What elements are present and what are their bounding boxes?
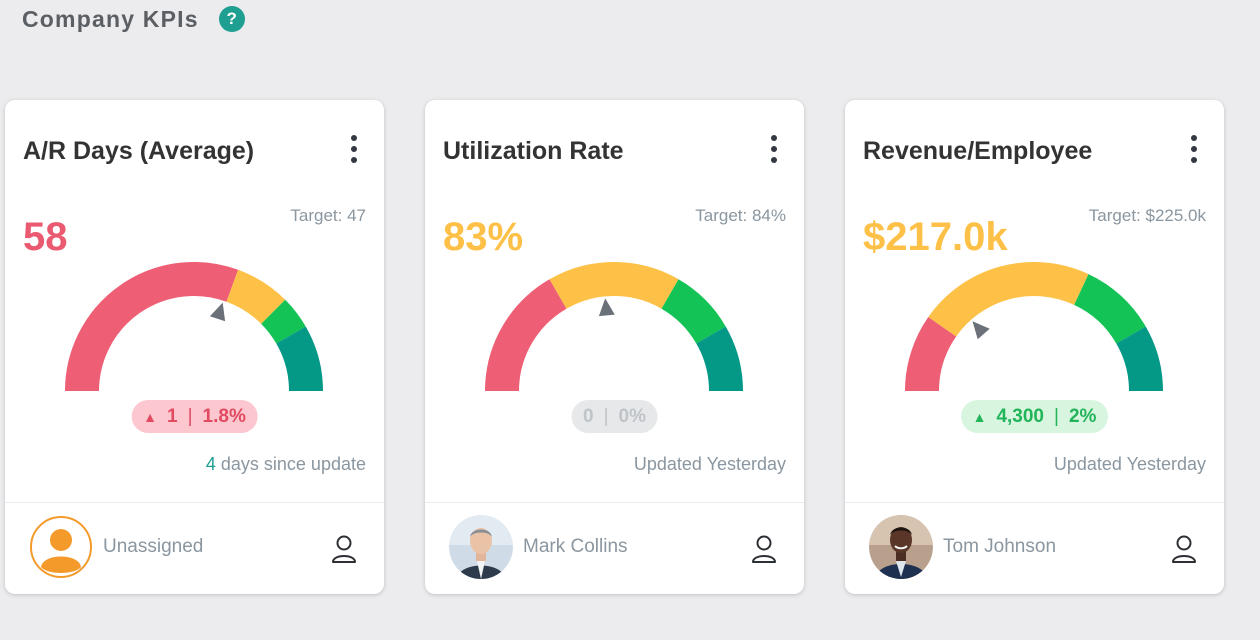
delta-percent: 1.8%: [202, 405, 246, 427]
kebab-dot: [771, 146, 777, 152]
gauge-band-green: [661, 279, 726, 344]
owner-row: Unassigned: [29, 514, 203, 580]
gauge-band-yellow: [549, 262, 679, 309]
avatar[interactable]: [869, 515, 933, 579]
delta-badge: 0 | 0%: [571, 400, 658, 433]
kebab-dot: [351, 157, 357, 163]
gauge-needle: [598, 298, 615, 317]
help-icon[interactable]: ?: [218, 6, 245, 32]
update-status: 4 days since update: [206, 454, 366, 475]
card-title: Utilization Rate: [443, 137, 624, 165]
card-divider: [5, 502, 384, 503]
update-text: days since update: [215, 454, 366, 474]
kebab-dot: [351, 135, 357, 141]
card-title: Revenue/Employee: [863, 137, 1093, 165]
delta-percent: 2%: [1068, 405, 1097, 427]
update-text: Updated Yesterday: [633, 454, 786, 474]
page-header: Company KPIs ?: [22, 4, 245, 34]
kebab-dot: [1191, 135, 1197, 141]
kebab-dot: [771, 135, 777, 141]
kebab-dot: [771, 157, 777, 163]
delta-separator: |: [603, 405, 609, 427]
kebab-menu-icon[interactable]: [762, 130, 786, 168]
kpi-value: $217.0k: [863, 215, 1008, 259]
owner-name: Unassigned: [103, 536, 204, 557]
gauge-chart: [485, 262, 743, 392]
gauge-band-teal: [1115, 326, 1163, 392]
delta-separator: |: [1054, 405, 1059, 427]
gauge-band-teal: [695, 326, 743, 392]
kpi-card[interactable]: Utilization Rate Target: 84% 83% 0 | 0% Update…: [425, 100, 804, 594]
owner-row: Tom Johnson: [869, 514, 1056, 580]
owner-row: Mark Collins: [449, 514, 628, 580]
card-title: A/R Days (Average): [23, 137, 255, 165]
card-divider: [845, 502, 1224, 503]
kpi-value: 83%: [443, 215, 524, 259]
gauge-band-yellow: [928, 262, 1089, 337]
delta-badge: ▲ 4,300 | 2%: [960, 400, 1109, 433]
user-outline-icon[interactable]: [330, 534, 358, 564]
update-status: Updated Yesterday: [634, 454, 786, 475]
gauge-band-teal: [275, 326, 323, 392]
gauge-band-yellow: [225, 269, 286, 325]
avatar[interactable]: [29, 515, 93, 579]
trend-up-icon: ▲: [972, 408, 987, 425]
avatar[interactable]: [449, 515, 513, 579]
delta-absolute: 1: [167, 405, 178, 427]
kebab-menu-icon[interactable]: [342, 130, 366, 168]
kebab-dot: [351, 146, 357, 152]
gauge-needle: [209, 302, 226, 322]
update-text: Updated Yesterday: [1053, 454, 1206, 474]
page-title: Company KPIs: [22, 5, 199, 32]
gauge-band-red: [485, 279, 567, 392]
card-divider: [425, 502, 804, 503]
target-label: Target: 47: [290, 206, 366, 225]
user-outline-icon[interactable]: [750, 534, 778, 564]
owner-name: Tom Johnson: [943, 536, 1057, 557]
kebab-menu-icon[interactable]: [1182, 130, 1206, 168]
trend-up-icon: ▲: [143, 408, 158, 425]
delta-absolute: 0: [583, 405, 594, 427]
gauge-band-red: [905, 317, 957, 392]
kebab-dot: [1191, 146, 1197, 152]
delta-absolute: 4,300: [996, 405, 1044, 427]
update-status: Updated Yesterday: [1054, 454, 1206, 475]
gauge-band-green: [1073, 274, 1146, 345]
kpi-value: 58: [23, 215, 68, 259]
gauge-band-green: [260, 299, 306, 344]
owner-name: Mark Collins: [523, 536, 628, 557]
delta-percent: 0%: [618, 405, 646, 427]
gauge-band-red: [65, 262, 239, 392]
user-outline-icon[interactable]: [1170, 534, 1198, 564]
kebab-dot: [1191, 157, 1197, 163]
kpi-card[interactable]: Revenue/Employee Target: $225.0k $217.0k ▲ 4…: [845, 100, 1224, 594]
update-days: 4: [205, 454, 216, 474]
delta-separator: |: [187, 405, 193, 427]
target-label: Target: 84%: [695, 206, 786, 225]
gauge-chart: [65, 262, 323, 392]
target-label: Target: $225.0k: [1088, 206, 1206, 225]
delta-badge: ▲ 1 | 1.8%: [131, 400, 258, 433]
gauge-needle: [972, 321, 990, 340]
kpi-card[interactable]: A/R Days (Average) Target: 47 58 ▲ 1 | 1.8% 4 d…: [5, 100, 384, 594]
gauge-chart: [905, 262, 1163, 392]
